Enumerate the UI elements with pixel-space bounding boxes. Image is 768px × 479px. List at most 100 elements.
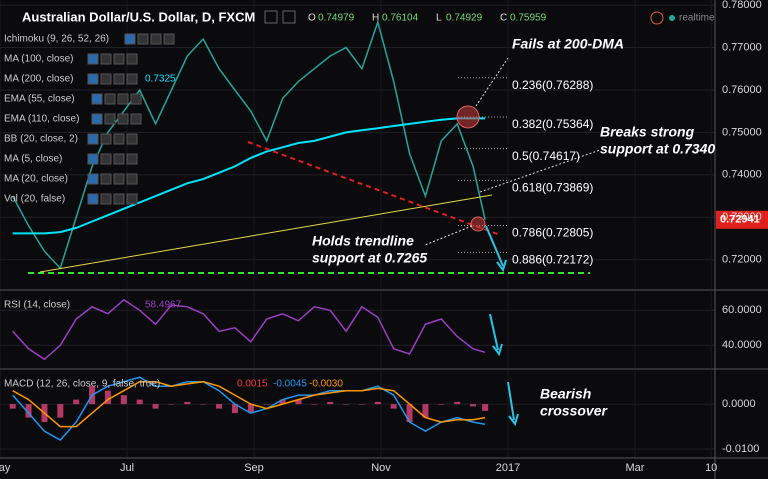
ohlc-value: 0.75959 — [510, 13, 547, 24]
toolbar-button[interactable] — [264, 10, 278, 24]
indicator-button[interactable] — [113, 53, 125, 65]
indicator-button[interactable] — [100, 173, 112, 185]
histogram-bar — [247, 404, 254, 414]
indicator-legend[interactable]: BB (20, close, 2) — [4, 134, 78, 145]
indicator-button[interactable] — [87, 53, 99, 65]
indicator-legend[interactable]: MA (5, close) — [4, 154, 62, 165]
highlight-circle — [470, 216, 486, 232]
histogram-bar — [73, 399, 80, 405]
indicator-button[interactable] — [100, 53, 112, 65]
series-line — [12, 380, 486, 428]
indicator-button[interactable] — [130, 113, 142, 125]
indicator-button[interactable] — [117, 93, 129, 105]
grid — [0, 0, 715, 458]
ohlc-label: H — [372, 13, 379, 24]
indicator-button[interactable] — [100, 153, 112, 165]
histogram-bar — [263, 404, 270, 405]
chart-title: Australian Dollar/U.S. Dollar, D, FXCM — [22, 9, 255, 24]
indicator-button[interactable] — [91, 113, 103, 125]
indicator-legend[interactable]: MA (200, close) — [4, 74, 73, 85]
indicator-button[interactable] — [87, 133, 99, 145]
indicator-button[interactable] — [87, 193, 99, 205]
indicator-button[interactable] — [150, 33, 162, 45]
series-line — [12, 19, 486, 270]
indicator-button[interactable] — [163, 33, 175, 45]
trendline — [39, 194, 493, 273]
arrow-head — [492, 343, 503, 357]
fib-label: 0.786(0.72805) — [512, 226, 593, 240]
histogram-bar — [136, 399, 143, 405]
indicator-button[interactable] — [113, 173, 125, 185]
histogram-bar — [295, 399, 302, 405]
y-tick-label: 40.0000 — [722, 339, 762, 351]
indicator-button[interactable] — [113, 153, 125, 165]
histogram-bar — [57, 404, 64, 418]
indicator-button[interactable] — [126, 73, 138, 85]
down-arrow — [507, 381, 515, 421]
indicator-button[interactable] — [87, 173, 99, 185]
series-line — [12, 376, 486, 441]
indicator-button[interactable] — [91, 93, 103, 105]
indicator-legend[interactable]: EMA (55, close) — [4, 94, 75, 105]
histogram-bar — [200, 404, 207, 405]
status: realtime — [679, 13, 715, 24]
ohlc-value: 0.76104 — [382, 13, 419, 24]
x-tick-label: May — [0, 462, 11, 474]
indicator-button[interactable] — [130, 93, 142, 105]
indicator-button[interactable] — [100, 73, 112, 85]
y-tick-label: -0.0100 — [722, 443, 759, 455]
histogram-bar — [390, 404, 397, 409]
price-tag-label: 0.72941 — [720, 214, 760, 226]
indicator-button[interactable] — [113, 193, 125, 205]
y-tick-label: 60.0000 — [722, 304, 762, 316]
panel-title[interactable]: RSI (14, close) — [4, 300, 70, 311]
histogram-bar — [327, 401, 334, 405]
fib-label: 0.236(0.76288) — [512, 78, 593, 92]
indicator-button[interactable] — [87, 73, 99, 85]
indicator-button[interactable] — [137, 33, 149, 45]
histogram-bar — [470, 404, 477, 407]
y-tick-label: 0.74000 — [722, 169, 762, 181]
pointer — [475, 57, 509, 107]
histogram-bar — [25, 404, 32, 418]
status-dot — [669, 15, 675, 21]
arrow-head — [496, 259, 507, 273]
indicator-legend[interactable]: Ichimoku (9, 26, 52, 26) — [4, 34, 109, 45]
x-tick-label: Sep — [244, 462, 264, 474]
histogram-bar — [152, 404, 159, 409]
indicator-button[interactable] — [126, 133, 138, 145]
panel-value: 58.4967 — [145, 300, 182, 311]
indicator-button[interactable] — [87, 153, 99, 165]
histogram-bar — [454, 401, 461, 405]
indicator-button[interactable] — [104, 113, 116, 125]
arrow-head — [508, 413, 519, 427]
y-tick-label: 0.73000 — [722, 211, 762, 223]
indicator-button[interactable] — [113, 133, 125, 145]
indicator-button[interactable] — [126, 173, 138, 185]
pointer — [479, 149, 601, 193]
indicator-button[interactable] — [126, 53, 138, 65]
ohlc-value: 0.74929 — [446, 13, 483, 24]
indicator-legend[interactable]: MA (20, close) — [4, 174, 68, 185]
indicator-button[interactable] — [104, 93, 116, 105]
series-line — [12, 117, 486, 235]
indicator-button[interactable] — [124, 33, 136, 45]
indicator-button[interactable] — [117, 113, 129, 125]
indicator-button[interactable] — [126, 153, 138, 165]
indicator-button[interactable] — [113, 73, 125, 85]
indicator-button[interactable] — [126, 193, 138, 205]
panel-title[interactable]: MACD (12, 26, close, 9, false, true) — [4, 379, 160, 390]
alert-icon[interactable] — [650, 11, 664, 25]
histogram-bar — [374, 401, 381, 405]
indicator-legend[interactable]: EMA (110, close) — [4, 114, 79, 125]
histogram-bar — [216, 404, 223, 409]
x-tick-label: Mar — [626, 462, 645, 474]
indicator-button[interactable] — [100, 133, 112, 145]
indicator-button[interactable] — [100, 193, 112, 205]
indicator-legend[interactable]: Vol (20, false) — [4, 194, 65, 205]
annotation: crossover — [540, 403, 608, 419]
indicator-legend[interactable]: MA (100, close) — [4, 54, 73, 65]
histogram-bar — [482, 404, 489, 411]
toolbar-button[interactable] — [282, 10, 296, 24]
